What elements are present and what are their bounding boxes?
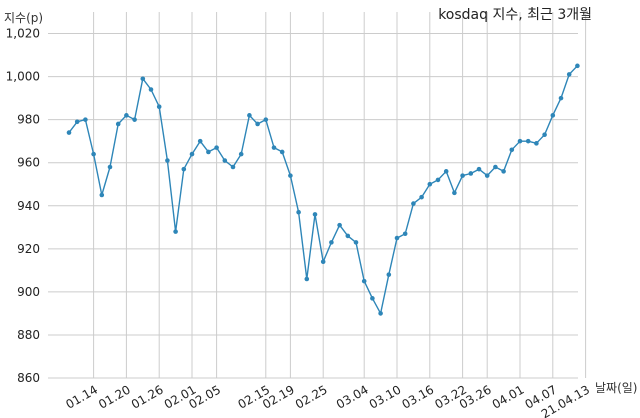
data-point [255, 121, 260, 127]
data-point [66, 130, 72, 135]
y-tick-label: 920 [17, 242, 40, 256]
y-axis-label: 지수(p) [4, 11, 43, 25]
data-point [575, 63, 580, 69]
data-point [230, 164, 236, 170]
data-point [288, 173, 293, 178]
x-tick-label: 04.01 [490, 382, 527, 411]
y-tick-label: 880 [17, 328, 40, 342]
data-point [353, 240, 359, 245]
data-point [263, 117, 269, 122]
data-point [206, 149, 211, 155]
chart-title: kosdaq 지수, 최근 3개월 [438, 7, 592, 23]
data-point [91, 151, 96, 157]
data-point [370, 296, 375, 301]
data-point [402, 231, 408, 237]
data-point [476, 166, 482, 172]
data-point [83, 117, 88, 122]
data-point [156, 104, 162, 110]
data-point [247, 113, 252, 118]
x-tick-label: 03.04 [334, 382, 371, 411]
data-point [443, 169, 449, 174]
data-point [460, 173, 465, 178]
data-point [566, 72, 572, 77]
data-point [140, 76, 146, 82]
data-point [124, 113, 129, 118]
x-tick-label: 01.20 [96, 382, 133, 411]
y-tick-label: 1,000 [6, 70, 40, 84]
data-point [534, 141, 539, 146]
data-point [132, 117, 137, 122]
x-tick-label: 03.10 [367, 382, 404, 411]
data-point [74, 119, 80, 125]
y-tick-label: 960 [17, 156, 40, 170]
data-point [419, 194, 424, 200]
data-point [165, 158, 170, 163]
y-tick-label: 980 [17, 113, 40, 127]
y-tick-label: 860 [17, 371, 40, 385]
x-tick-label: 03.16 [400, 382, 437, 411]
data-point [337, 222, 342, 228]
data-point [386, 272, 392, 277]
x-tick-label: 01.14 [63, 382, 100, 411]
x-axis-label: 날짜(일) [595, 381, 637, 395]
data-point [107, 164, 113, 170]
x-tick-label: 02.25 [293, 382, 330, 411]
data-point [189, 151, 195, 157]
data-point [361, 278, 367, 284]
data-point [181, 166, 187, 172]
y-tick-label: 900 [17, 285, 40, 299]
data-point [542, 132, 547, 138]
data-point [550, 113, 556, 118]
data-point [271, 145, 277, 150]
data-point [296, 209, 301, 215]
data-point [558, 95, 564, 101]
y-tick-label: 940 [17, 199, 40, 213]
data-point [501, 169, 506, 174]
data-point [411, 201, 416, 206]
data-point [148, 87, 154, 92]
series-layer [66, 63, 580, 316]
data-point [115, 121, 121, 127]
data-point [378, 311, 383, 316]
data-point [509, 147, 515, 153]
data-point [452, 190, 457, 196]
data-point [435, 177, 441, 183]
data-point [214, 145, 219, 150]
data-point [427, 181, 433, 187]
x-tick-label: 01.26 [129, 382, 166, 411]
data-point [279, 149, 285, 155]
data-point [525, 138, 531, 144]
data-point [197, 138, 203, 144]
data-point [394, 235, 400, 241]
data-point [468, 171, 474, 176]
data-point [222, 158, 228, 163]
data-point [173, 229, 178, 234]
data-point [517, 138, 523, 144]
data-point [99, 192, 105, 198]
y-tick-label: 1,020 [6, 27, 40, 41]
data-point [312, 212, 318, 217]
data-point [320, 259, 326, 265]
data-point [304, 276, 310, 282]
data-point [493, 164, 498, 170]
data-point [345, 233, 351, 239]
data-point [329, 240, 334, 245]
data-point [484, 173, 490, 178]
data-point [238, 151, 244, 157]
grid [48, 12, 587, 379]
